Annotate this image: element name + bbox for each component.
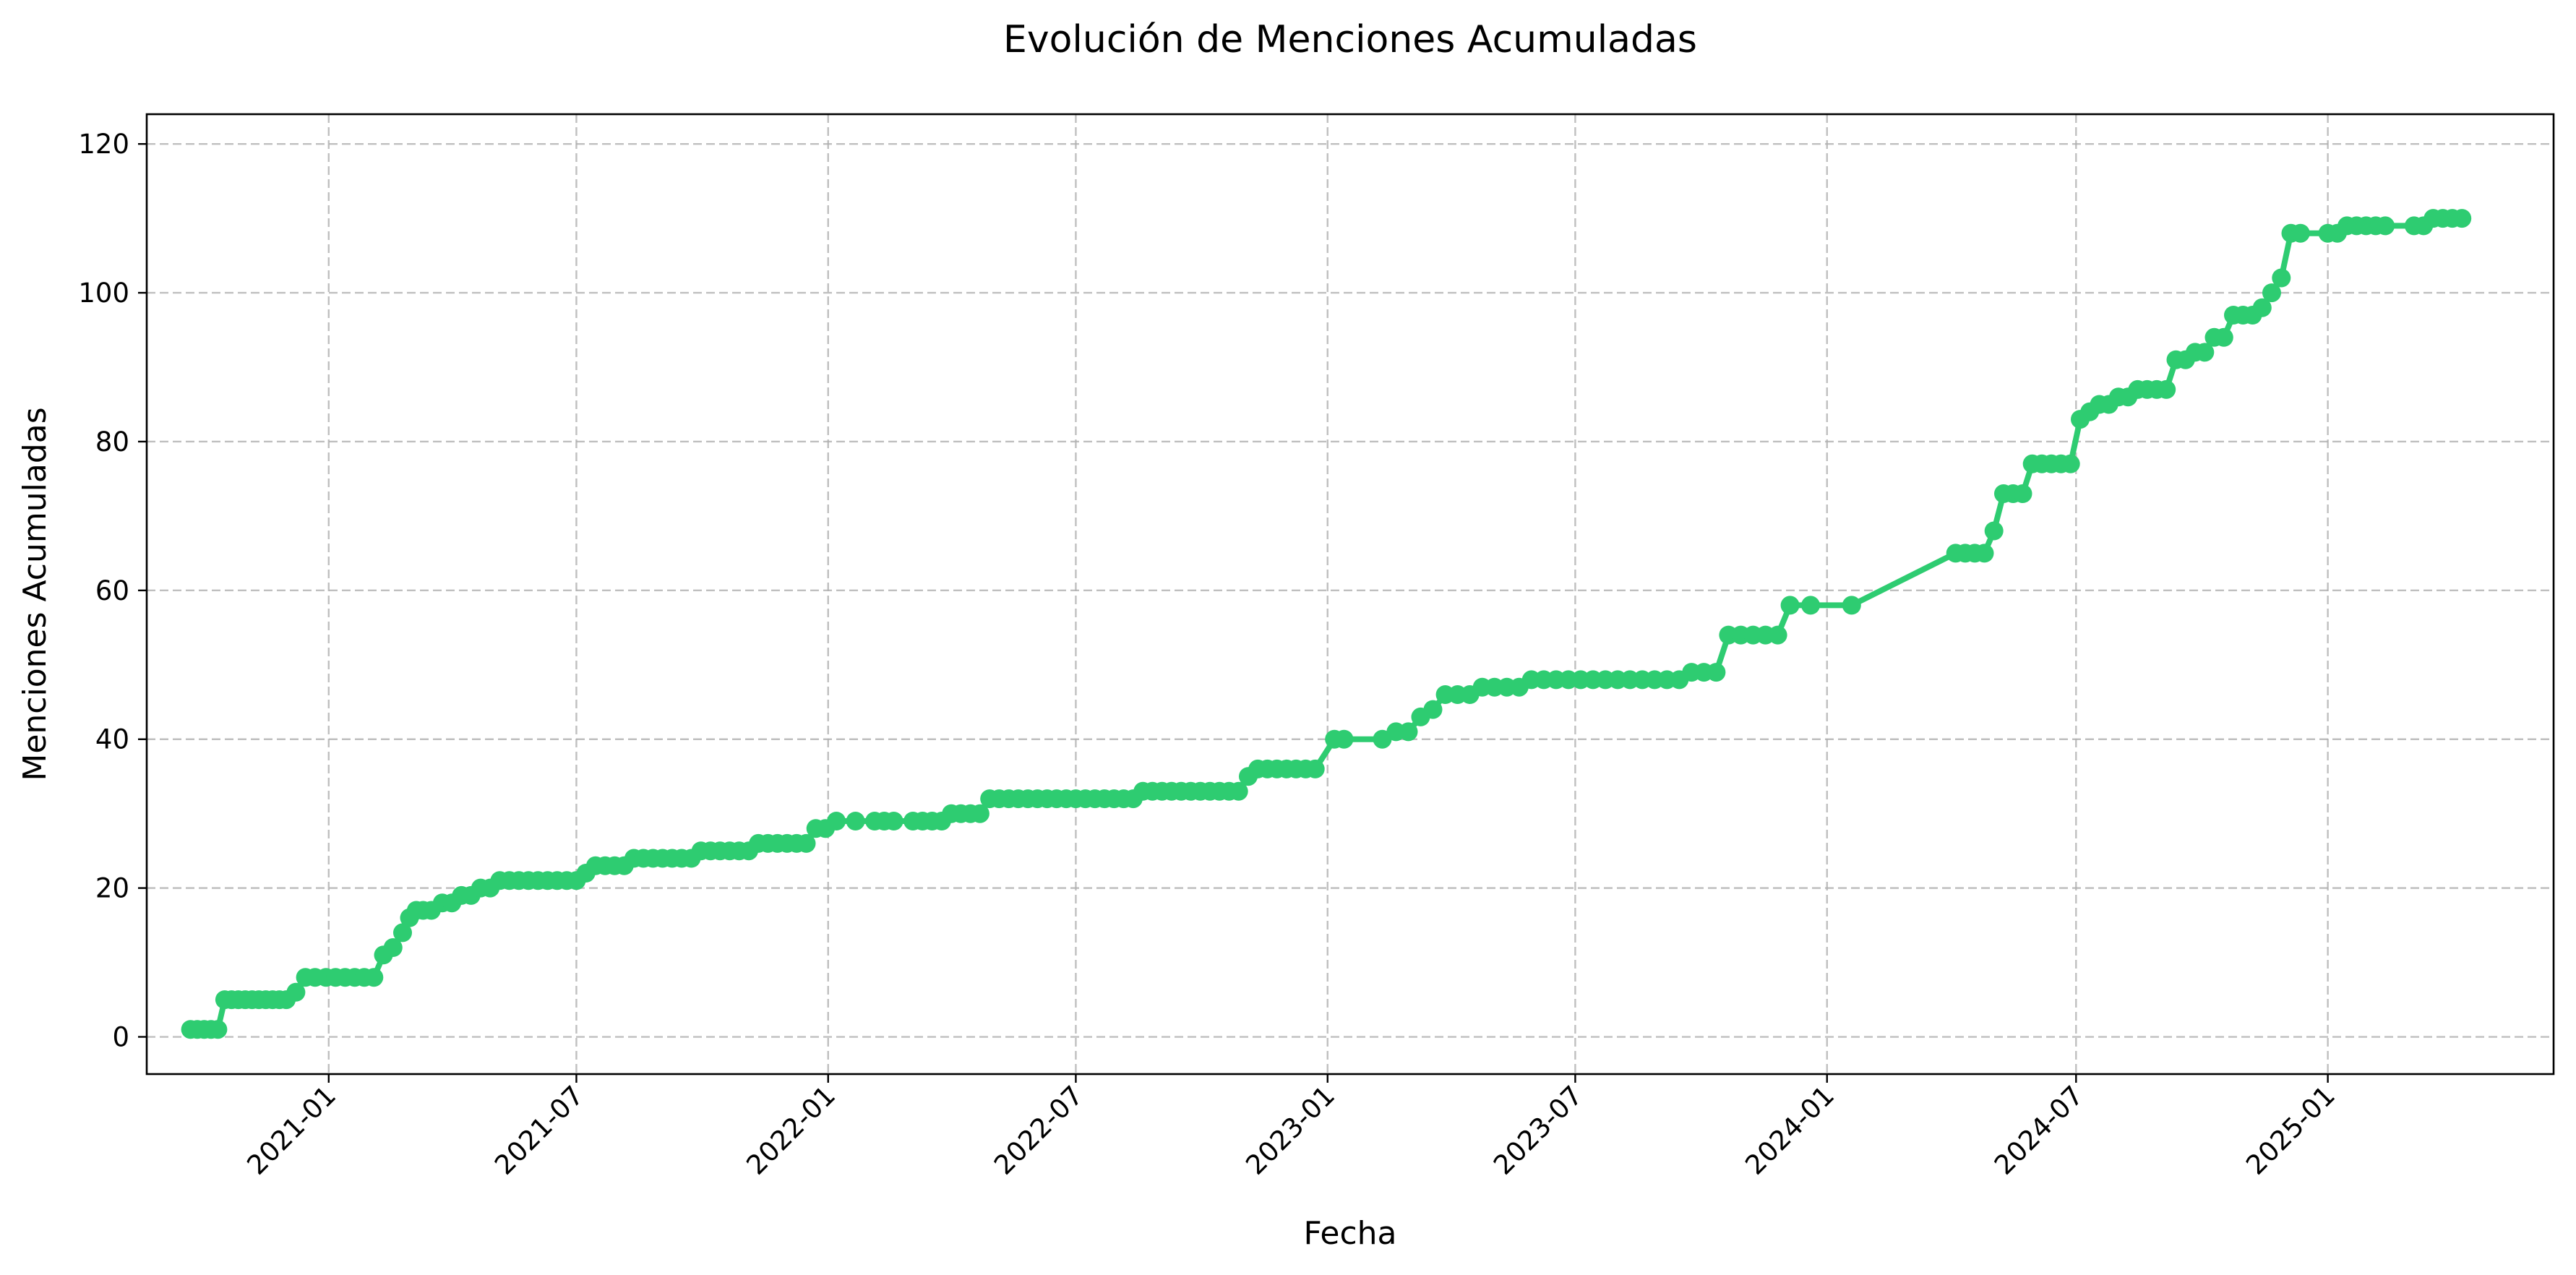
data-point — [2195, 343, 2215, 362]
y-tick-label: 120 — [78, 129, 129, 160]
data-point — [970, 804, 989, 823]
y-tick-label: 40 — [95, 724, 129, 755]
data-point — [1334, 729, 1354, 749]
data-point — [2291, 223, 2310, 243]
x-tick-label: 2025-01 — [2240, 1080, 2341, 1181]
data-point — [884, 812, 903, 830]
x-tick-label: 2023-01 — [1240, 1080, 1341, 1181]
data-point — [1706, 663, 1726, 682]
data-point — [2376, 216, 2395, 236]
data-point — [1801, 596, 1820, 615]
x-tick-label: 2022-07 — [988, 1080, 1089, 1181]
data-point — [1842, 596, 1861, 615]
data-point — [1399, 722, 1418, 742]
data-point — [2252, 298, 2272, 317]
data-point — [797, 833, 816, 853]
y-tick-label: 20 — [95, 873, 129, 904]
x-tick-label: 2024-01 — [1739, 1080, 1840, 1181]
data-point — [827, 812, 846, 830]
data-point — [383, 938, 403, 957]
data-point — [2157, 379, 2176, 399]
data-point — [208, 1020, 228, 1039]
series-line-path — [190, 215, 2463, 1033]
data-point — [1780, 596, 1800, 615]
x-tick-label: 2021-01 — [241, 1080, 342, 1181]
y-tick-label: 100 — [78, 278, 129, 309]
x-tick-label: 2022-01 — [740, 1080, 841, 1181]
data-point — [846, 812, 865, 830]
data-point — [1229, 781, 1248, 801]
axis-ticks: 0 20 40 60 80 100 120 2021-01 2021-07 2022-01 2022… — [78, 129, 2341, 1181]
data-point — [364, 968, 384, 987]
data-point — [2013, 484, 2032, 503]
y-axis-label: Menciones Acumuladas — [17, 407, 53, 781]
x-tick-label: 2024-07 — [1988, 1080, 2090, 1181]
y-tick-label: 80 — [95, 426, 129, 458]
x-tick-label: 2021-07 — [489, 1080, 590, 1181]
data-point — [1984, 521, 2004, 541]
data-point — [393, 923, 412, 943]
chart-title: Evolución de Menciones Acumuladas — [1003, 18, 1697, 61]
data-point — [1305, 759, 1325, 778]
x-tick-label: 2023-07 — [1487, 1080, 1589, 1181]
plot-frame — [145, 113, 2555, 1076]
x-axis-label: Fecha — [1303, 1215, 1396, 1252]
gridlines — [147, 114, 2554, 1074]
data-point — [2214, 327, 2233, 347]
data-point — [2272, 268, 2291, 288]
data-point — [2061, 454, 2080, 473]
data-point — [2262, 283, 2281, 303]
series-line — [181, 209, 2472, 1039]
data-point — [1423, 700, 1443, 719]
data-point — [1975, 544, 1994, 563]
y-tick-label: 0 — [112, 1022, 129, 1053]
data-point — [286, 982, 306, 1002]
data-point — [1768, 625, 1787, 645]
data-point — [2452, 209, 2472, 228]
y-tick-label: 60 — [95, 575, 129, 606]
